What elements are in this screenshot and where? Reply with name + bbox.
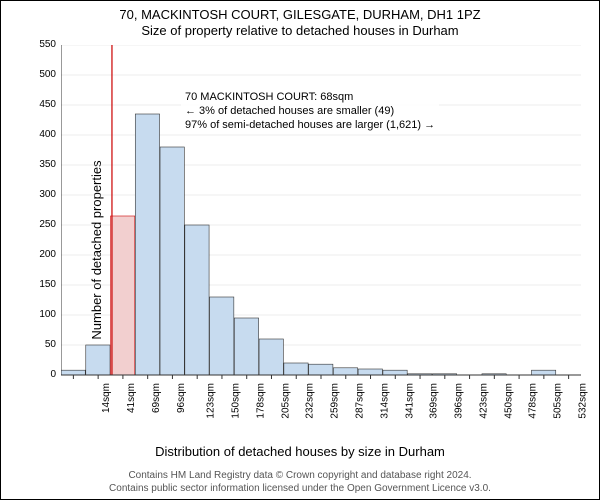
footer: Contains HM Land Registry data © Crown c…	[1, 470, 599, 495]
y-tick-label: 300	[26, 189, 56, 200]
x-tick-label: 259sqm	[330, 383, 341, 419]
x-tick-label: 287sqm	[355, 383, 366, 419]
x-tick-label: 41sqm	[126, 383, 137, 413]
annotation-line-3: 97% of semi-detached houses are larger (…	[185, 119, 435, 133]
x-tick-label: 14sqm	[101, 383, 112, 413]
x-tick-label: 96sqm	[176, 383, 187, 413]
x-tick-label: 232sqm	[305, 383, 316, 419]
x-tick-label: 532sqm	[577, 383, 588, 419]
annotation-line-2: ← 3% of detached houses are smaller (49)	[185, 105, 435, 119]
title-main: 70, MACKINTOSH COURT, GILESGATE, DURHAM,…	[1, 7, 599, 22]
footer-line-1: Contains HM Land Registry data © Crown c…	[1, 470, 599, 483]
y-tick-label: 150	[26, 279, 56, 290]
x-tick-label: 178sqm	[256, 383, 267, 419]
chart-container: 70, MACKINTOSH COURT, GILESGATE, DURHAM,…	[0, 0, 600, 500]
x-tick-label: 314sqm	[379, 383, 390, 419]
y-tick-label: 350	[26, 159, 56, 170]
y-tick-label: 550	[26, 39, 56, 50]
title-sub: Size of property relative to detached ho…	[1, 23, 599, 38]
x-tick-label: 341sqm	[404, 383, 415, 419]
chart-area: 70 MACKINTOSH COURT: 68sqm ← 3% of detac…	[61, 45, 581, 425]
y-tick-label: 100	[26, 309, 56, 320]
annotation-box: 70 MACKINTOSH COURT: 68sqm ← 3% of detac…	[181, 89, 439, 134]
y-tick-label: 400	[26, 129, 56, 140]
y-tick-label: 200	[26, 249, 56, 260]
x-tick-label: 150sqm	[231, 383, 242, 419]
x-tick-label: 123sqm	[206, 383, 217, 419]
annotation-line-1: 70 MACKINTOSH COURT: 68sqm	[185, 91, 435, 105]
x-tick-label: 69sqm	[151, 383, 162, 413]
x-tick-label: 505sqm	[553, 383, 564, 419]
footer-line-2: Contains public sector information licen…	[1, 483, 599, 496]
x-axis-label: Distribution of detached houses by size …	[1, 444, 599, 459]
y-tick-label: 450	[26, 99, 56, 110]
x-tick-label: 369sqm	[429, 383, 440, 419]
y-tick-label: 500	[26, 69, 56, 80]
y-tick-label: 0	[26, 369, 56, 380]
x-tick-label: 450sqm	[503, 383, 514, 419]
y-tick-label: 50	[26, 339, 56, 350]
y-tick-label: 250	[26, 219, 56, 230]
x-tick-label: 396sqm	[454, 383, 465, 419]
x-tick-label: 205sqm	[280, 383, 291, 419]
x-tick-label: 423sqm	[478, 383, 489, 419]
x-tick-label: 478sqm	[528, 383, 539, 419]
